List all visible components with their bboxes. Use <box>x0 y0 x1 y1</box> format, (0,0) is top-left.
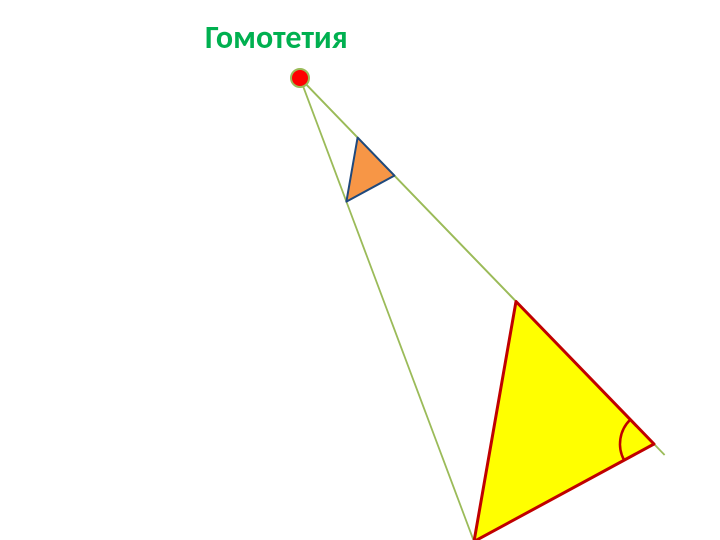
homothety-diagram <box>0 0 720 540</box>
projection-ray <box>300 78 479 540</box>
small-triangle <box>346 138 394 202</box>
homothety-center-dot <box>291 69 309 87</box>
large-triangle <box>474 302 654 540</box>
projection-rays <box>300 78 665 540</box>
